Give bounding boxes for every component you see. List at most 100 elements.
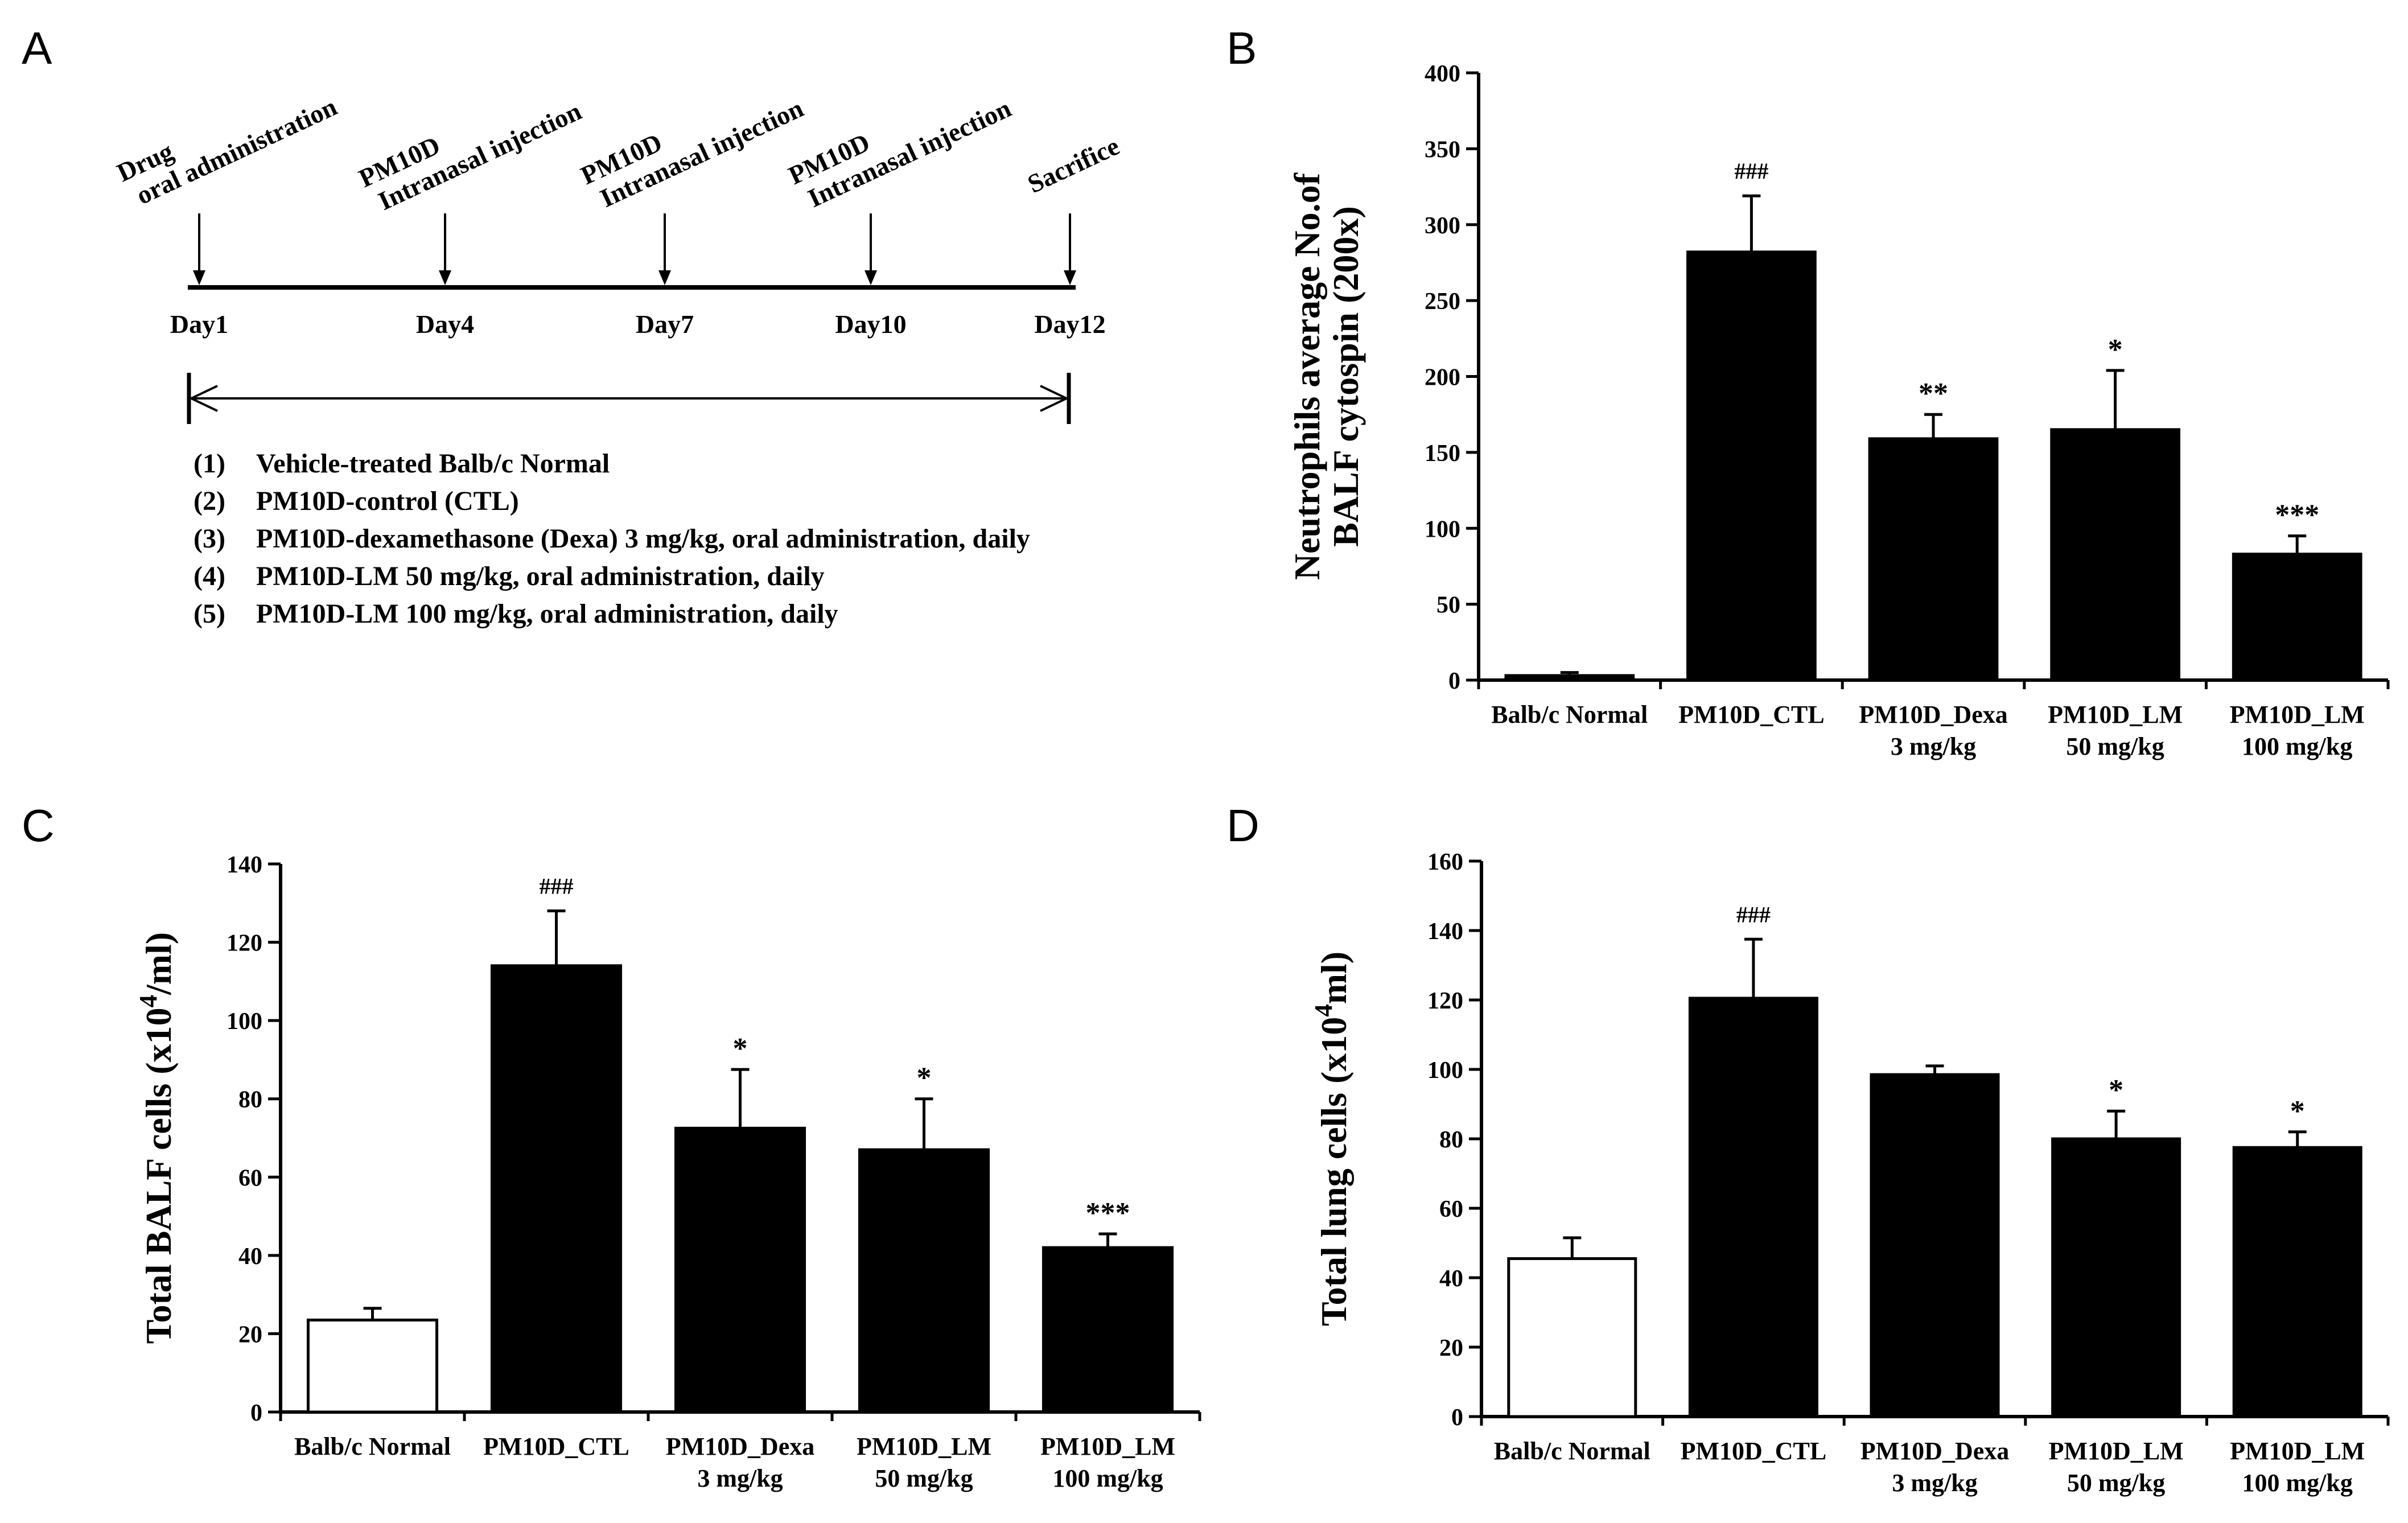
x-category-label: 50 mg/kg	[2066, 732, 2164, 760]
bar-5	[1042, 1246, 1174, 1414]
range-arrowhead-left	[191, 385, 218, 412]
bar-4	[2050, 428, 2180, 682]
bar-4	[2051, 1137, 2181, 1418]
y-tick-label: 80	[238, 1087, 262, 1113]
y-tick-label: 60	[238, 1165, 262, 1191]
arrowhead-injection-1	[439, 270, 451, 285]
y-tick-label: 350	[1425, 137, 1460, 163]
x-category-label: PM10D_CTL	[1681, 1437, 1827, 1465]
y-axis-label: Total lung cells (x104ml)	[1309, 952, 1354, 1326]
bar-3	[674, 1126, 806, 1414]
group-number: (3)	[194, 524, 225, 554]
x-category-label: PM10D_LM	[2049, 1437, 2184, 1465]
significance-marker: ###	[540, 874, 574, 899]
y-tick-label: 100	[1427, 1057, 1463, 1084]
x-category-label: PM10D_LM	[2048, 701, 2183, 728]
group-description: PM10D-LM 100 mg/kg, oral administration,…	[256, 599, 838, 629]
y-tick-label: 0	[1451, 1405, 1463, 1431]
x-category-label: Balb/c Normal	[1491, 701, 1648, 728]
y-tick-label: 120	[227, 931, 262, 957]
group-description: PM10D-control (CTL)	[256, 486, 519, 516]
x-category-label: PM10D_LM	[857, 1433, 991, 1460]
arrowhead-injection-3	[865, 270, 877, 285]
significance-marker: ***	[2275, 499, 2319, 532]
day-label-drug: Day1	[170, 310, 228, 339]
group-number: (4)	[194, 561, 225, 591]
arrowhead-injection-2	[658, 270, 671, 285]
bar-3	[1868, 437, 1999, 682]
y-tick-label: 160	[1427, 849, 1463, 875]
event-label-sacrifice-line1: Sacrifice	[1023, 131, 1124, 199]
y-tick-label: 100	[227, 1009, 262, 1035]
range-arrowhead-right	[1040, 385, 1067, 412]
group-description: Vehicle-treated Balb/c Normal	[256, 448, 610, 479]
y-tick-label: 150	[1425, 441, 1460, 467]
x-category-label: PM10D_LM	[2230, 1437, 2365, 1465]
bar-1	[306, 1318, 439, 1414]
y-tick-label: 20	[1439, 1335, 1463, 1361]
y-axis-label: BALF cytospin (200x)	[1326, 206, 1366, 547]
x-category-label: PM10D_LM	[2230, 701, 2365, 728]
x-category-label: 100 mg/kg	[2242, 732, 2352, 760]
y-tick-label: 100	[1425, 516, 1460, 542]
x-category-label: Balb/c Normal	[294, 1433, 451, 1460]
bar-1	[1507, 1257, 1637, 1418]
group-description: PM10D-dexamethasone (Dexa) 3 mg/kg, oral…	[256, 524, 1030, 554]
y-tick-label: 0	[1448, 668, 1460, 694]
bar-2	[1688, 997, 1818, 1418]
y-tick-label: 20	[238, 1322, 262, 1348]
chart-neutrophils: 0 50 100 150 200 250 300 350 400 Balb/c Normal ###…	[1287, 61, 2390, 760]
group-description: PM10D-LM 50 mg/kg, oral administration, …	[256, 561, 825, 591]
y-tick-label: 200	[1425, 365, 1460, 391]
y-axis-label: Total BALF cells (x104/ml)	[134, 932, 179, 1344]
x-category-label: PM10D_CTL	[1678, 701, 1825, 728]
x-category-label: 50 mg/kg	[875, 1464, 973, 1492]
panel-letter-b: B	[1226, 23, 1257, 73]
y-tick-label: 120	[1427, 988, 1463, 1014]
day-label-sacrifice: Day12	[1034, 310, 1105, 339]
y-tick-label: 40	[1439, 1266, 1463, 1292]
bar-2	[1686, 250, 1817, 682]
x-category-label: 3 mg/kg	[1892, 1469, 1977, 1497]
y-axis-label: Neutrophils average No.of	[1287, 172, 1327, 580]
significance-marker: ***	[1086, 1197, 1130, 1229]
x-category-label: PM10D_CTL	[483, 1433, 629, 1460]
group-number: (5)	[194, 599, 225, 629]
day-label-injection-3: Day10	[835, 310, 906, 339]
y-tick-label: 140	[1427, 919, 1463, 945]
x-category-label: PM10D_Dexa	[666, 1433, 815, 1460]
chart-total-lung-cells: 0 20 40 60 80 100 120 140 160 Balb/c Normal ### PM1…	[1309, 849, 2390, 1497]
y-tick-label: 0	[250, 1400, 262, 1426]
group-number: (1)	[194, 448, 225, 479]
y-tick-label: 80	[1439, 1127, 1463, 1153]
significance-marker: ###	[1736, 902, 1771, 927]
y-tick-label: 40	[238, 1244, 262, 1270]
significance-marker: ###	[1734, 158, 1768, 184]
panel-letter-d: D	[1226, 800, 1259, 851]
bar-3	[1870, 1073, 2000, 1418]
y-tick-label: 50	[1436, 592, 1460, 619]
x-category-label: 3 mg/kg	[1891, 732, 1976, 760]
significance-marker: *	[2108, 334, 2123, 366]
x-category-label: 50 mg/kg	[2067, 1469, 2165, 1497]
x-category-label: Balb/c Normal	[1494, 1437, 1650, 1465]
day-label-injection-2: Day7	[636, 310, 694, 339]
significance-marker: *	[917, 1062, 932, 1094]
bar-2	[490, 964, 623, 1414]
y-tick-label: 300	[1425, 213, 1460, 239]
day-label-injection-1: Day4	[416, 310, 474, 339]
significance-marker: *	[2290, 1095, 2305, 1127]
y-tick-label: 400	[1425, 61, 1460, 87]
x-category-label: PM10D_Dexa	[1860, 1437, 2010, 1465]
significance-marker: *	[733, 1032, 748, 1065]
panel-letter-c: C	[22, 800, 55, 851]
bar-4	[858, 1148, 990, 1414]
panel-letter-a: A	[22, 23, 52, 73]
y-tick-label: 250	[1425, 289, 1460, 315]
y-tick-label: 60	[1439, 1196, 1463, 1222]
x-category-label: PM10D_Dexa	[1859, 701, 2008, 728]
significance-marker: *	[2109, 1074, 2123, 1106]
arrowhead-sacrifice	[1064, 270, 1076, 285]
significance-marker: **	[1919, 377, 1948, 410]
